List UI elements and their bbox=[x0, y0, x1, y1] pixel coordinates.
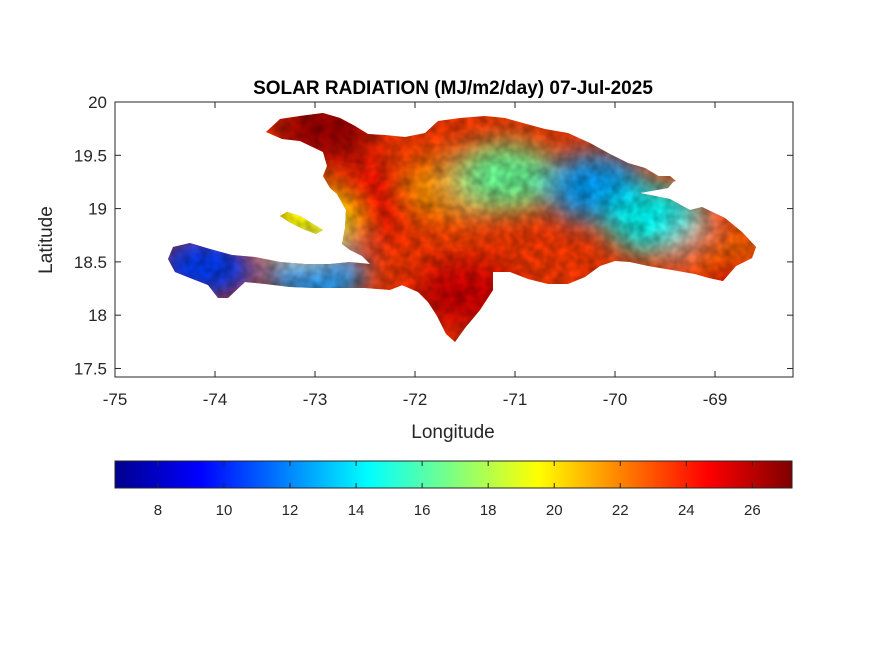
y-tick-label: 19.5 bbox=[74, 146, 107, 165]
y-axis-title: Latitude bbox=[36, 206, 57, 274]
x-tick-label: -73 bbox=[303, 390, 328, 409]
colorbar-tick-label: 26 bbox=[744, 502, 761, 519]
colorbar-tick-label: 20 bbox=[546, 502, 563, 519]
colorbar-ticks: 8 10 12 14 16 18 20 22 24 26 bbox=[154, 461, 761, 519]
x-tick-label: -70 bbox=[603, 390, 628, 409]
x-axis-title: Longitude bbox=[411, 422, 494, 443]
y-tick-label: 19 bbox=[88, 200, 107, 219]
x-tick-label: -72 bbox=[403, 390, 428, 409]
y-tick-label: 18.5 bbox=[74, 253, 107, 272]
colorbar-tick-label: 12 bbox=[282, 502, 299, 519]
x-tick-label: -69 bbox=[703, 390, 728, 409]
x-tick-label: -75 bbox=[103, 390, 128, 409]
colorbar-tick-label: 16 bbox=[414, 502, 431, 519]
colorbar-tick-label: 8 bbox=[154, 502, 162, 519]
x-axis-ticks: -75 -74 -73 -72 -71 -70 -69 bbox=[103, 102, 728, 409]
y-tick-label: 18 bbox=[88, 306, 107, 325]
colorbar-tick-label: 18 bbox=[480, 502, 497, 519]
colorbar bbox=[114, 460, 793, 489]
colorbar-tick-label: 14 bbox=[348, 502, 365, 519]
x-tick-label: -71 bbox=[503, 390, 528, 409]
colorbar-tick-label: 10 bbox=[216, 502, 233, 519]
x-tick-label: -74 bbox=[203, 390, 228, 409]
y-tick-label: 20 bbox=[88, 93, 107, 112]
colorbar-tick-label: 22 bbox=[612, 502, 629, 519]
plot-title: SOLAR RADIATION (MJ/m2/day) 07-Jul-2025 bbox=[253, 78, 653, 99]
colorbar-tick-label: 24 bbox=[678, 502, 695, 519]
y-axis-ticks: 17.5 18 18.5 19 19.5 20 bbox=[74, 93, 793, 378]
y-tick-label: 17.5 bbox=[74, 359, 107, 378]
